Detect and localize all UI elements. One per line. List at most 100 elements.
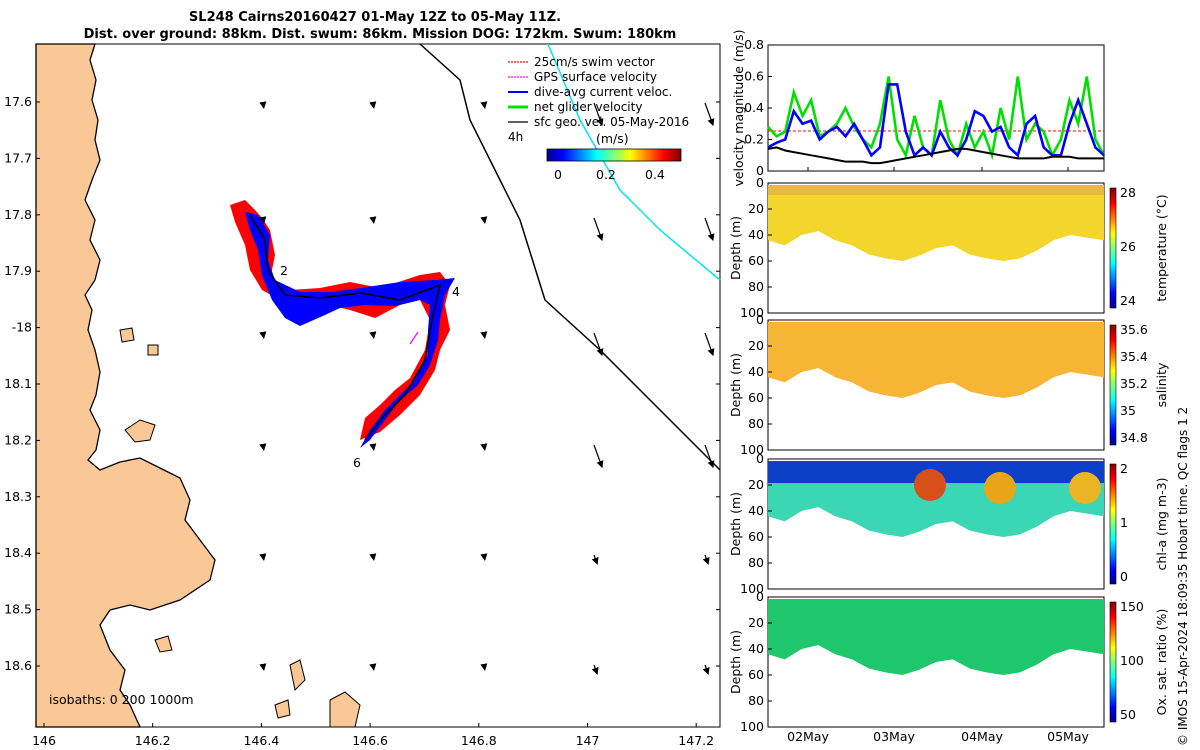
depth-tick-label: 40: [748, 227, 764, 242]
section-colorbar: [1109, 601, 1117, 723]
island: [329, 691, 361, 728]
depth-tick-label: 100: [740, 442, 764, 457]
colorbar-tick-label: 35: [1120, 403, 1136, 418]
map-lat-ticks: 17.6 17.7 17.8 17.9 -18 18.1 18.2 18.3 18.4 18.5 1…: [4, 94, 720, 673]
colorbar-label: salinity: [1154, 362, 1169, 407]
velocity-vector-arrow: [591, 664, 599, 675]
depth-tick-label: 60: [748, 529, 764, 544]
colorbar-tick: 0.4: [645, 167, 665, 182]
velocity-vector-arrow: [369, 331, 377, 339]
velocity-vector-arrow: [591, 554, 599, 565]
section-surface-band: [768, 185, 1104, 195]
velocity-vector-arrow: [593, 217, 604, 242]
legend-item-sfc-geo: sfc geo. vel. 05-May-2016: [508, 115, 689, 129]
lat-tick-label: -18: [12, 320, 32, 335]
track-label-2: 2: [280, 263, 288, 278]
depth-tick-label: 0: [756, 312, 764, 327]
legend-label: dive-avg current veloc.: [534, 85, 672, 99]
depth-ylabel: Depth (m): [728, 353, 743, 417]
section-high-patch: [1069, 472, 1101, 504]
time-tick-label: 03May: [873, 729, 915, 744]
map-colorbar: [546, 148, 682, 162]
depth-tick-label: 100: [740, 581, 764, 596]
colorbar-tick: 0: [554, 167, 562, 182]
depth-tick-label: 0: [756, 451, 764, 466]
island: [274, 699, 291, 719]
velocity-vector-arrow: [702, 664, 710, 675]
lon-tick-label: 146.8: [461, 733, 497, 748]
velocity-vector-arrow: [480, 216, 488, 224]
track-path: [249, 214, 442, 441]
section-panel: 0 20 40 60 80 100 Depth (m) 34.8 35 35.2 35.4 35.6 s…: [728, 312, 1169, 457]
colorbar-tick-label: 150: [1120, 599, 1144, 614]
velocity-vector-arrow: [593, 444, 604, 469]
depth-tick-label: 20: [748, 615, 764, 630]
section-panel: 0 20 40 60 80 100 Depth (m) 0 1 2 chl-a (mg m-3): [728, 451, 1169, 596]
velocity-ylabel: velocity magnitude (m/s): [731, 29, 746, 186]
section-data-field: [768, 599, 1104, 675]
legend-label: net glider velocity: [534, 100, 642, 114]
velocity-y-ticks: 0 0.2 0.4 0.6 0.8: [744, 37, 772, 178]
velocity-vector-arrow: [259, 216, 267, 224]
depth-tick-label: 40: [748, 364, 764, 379]
colorbar-tick-label: 34.8: [1120, 430, 1148, 445]
depth-tick-label: 80: [748, 279, 764, 294]
velocity-vector-arrow: [480, 553, 488, 561]
velocity-chart: 0 0.2 0.4 0.6 0.8 velocity magnitude (m/s): [731, 29, 1106, 187]
colorbar-tick-label: 50: [1120, 707, 1136, 722]
coastline-land: [35, 43, 216, 728]
colorbar-label: Ox. sat. ratio (%): [1154, 609, 1169, 716]
lat-tick-label: 17.7: [4, 150, 32, 165]
depth-tick-label: 20: [748, 201, 764, 216]
island: [147, 344, 159, 356]
velocity-vector-arrow: [259, 101, 267, 109]
velocity-series-line: [767, 83, 1105, 158]
section-high-patch: [984, 472, 1016, 504]
velocity-series-line: [767, 146, 1104, 165]
lon-tick-label: 146.6: [352, 733, 388, 748]
island: [124, 419, 156, 443]
legend-item-swim: 25cm/s swim vector: [508, 55, 655, 69]
legend-item-gps: GPS surface velocity: [508, 70, 657, 84]
depth-tick-label: 20: [748, 338, 764, 353]
lat-tick-label: 17.6: [4, 94, 32, 109]
gps-velocity-arrow: [409, 331, 419, 345]
velocity-vector-arrow: [480, 101, 488, 109]
velocity-vector-arrow: [704, 102, 715, 127]
colorbar-tick-label: 35.2: [1120, 376, 1148, 391]
velocity-vector-arrow: [259, 663, 267, 671]
velocity-y-tick: 0.8: [744, 37, 764, 52]
colorbar-tick-label: 35.4: [1120, 349, 1148, 364]
velocity-vector-arrow: [369, 553, 377, 561]
section-data-field: [768, 322, 1104, 398]
depth-tick-label: 80: [748, 416, 764, 431]
colorbar-tick-label: 2: [1120, 461, 1128, 476]
colorbar-unit: (m/s): [596, 131, 629, 146]
figure-subtitle: Dist. over ground: 88km. Dist. swum: 86k…: [83, 27, 677, 42]
lat-tick-label: 18.3: [4, 489, 32, 504]
depth-tick-label: 60: [748, 253, 764, 268]
isobaths-label: isobaths: 0 200 1000m: [49, 692, 194, 707]
lat-tick-label: 17.8: [4, 207, 32, 222]
velocity-vector-arrow: [259, 443, 267, 451]
depth-tick-label: 40: [748, 641, 764, 656]
map-legend: 25cm/s swim vector GPS surface velocity …: [508, 55, 689, 182]
lat-tick-label: 18.5: [4, 602, 32, 617]
colorbar-tick-label: 0: [1120, 569, 1128, 584]
section-panel: 0 20 40 60 80 100 Depth (m) 50 100 150 Ox. sat. ra…: [728, 589, 1169, 734]
legend-item-net: net glider velocity: [508, 100, 642, 114]
lon-tick-label: 146: [32, 733, 56, 748]
velocity-y-tick: 0.4: [744, 100, 764, 115]
colorbar-label: chl-a (mg m-3): [1154, 478, 1169, 571]
surface-velocity-vectors: [259, 101, 715, 675]
geo-velocity-line: [547, 43, 721, 281]
velocity-vector-arrow: [704, 217, 715, 242]
velocity-vector-arrow: [480, 443, 488, 451]
time-tick-label: 05May: [1047, 729, 1089, 744]
map-panel: 2 4 6 17.6 17.7 17.8 17.9 -18 18.1 18.2 18.3 18.…: [4, 43, 721, 748]
section-panel: 0 20 40 60 80 100 Depth (m) 24 26 28 temperature (…: [728, 175, 1169, 320]
track-label-4: 4: [452, 284, 460, 299]
depth-tick-label: 100: [740, 305, 764, 320]
